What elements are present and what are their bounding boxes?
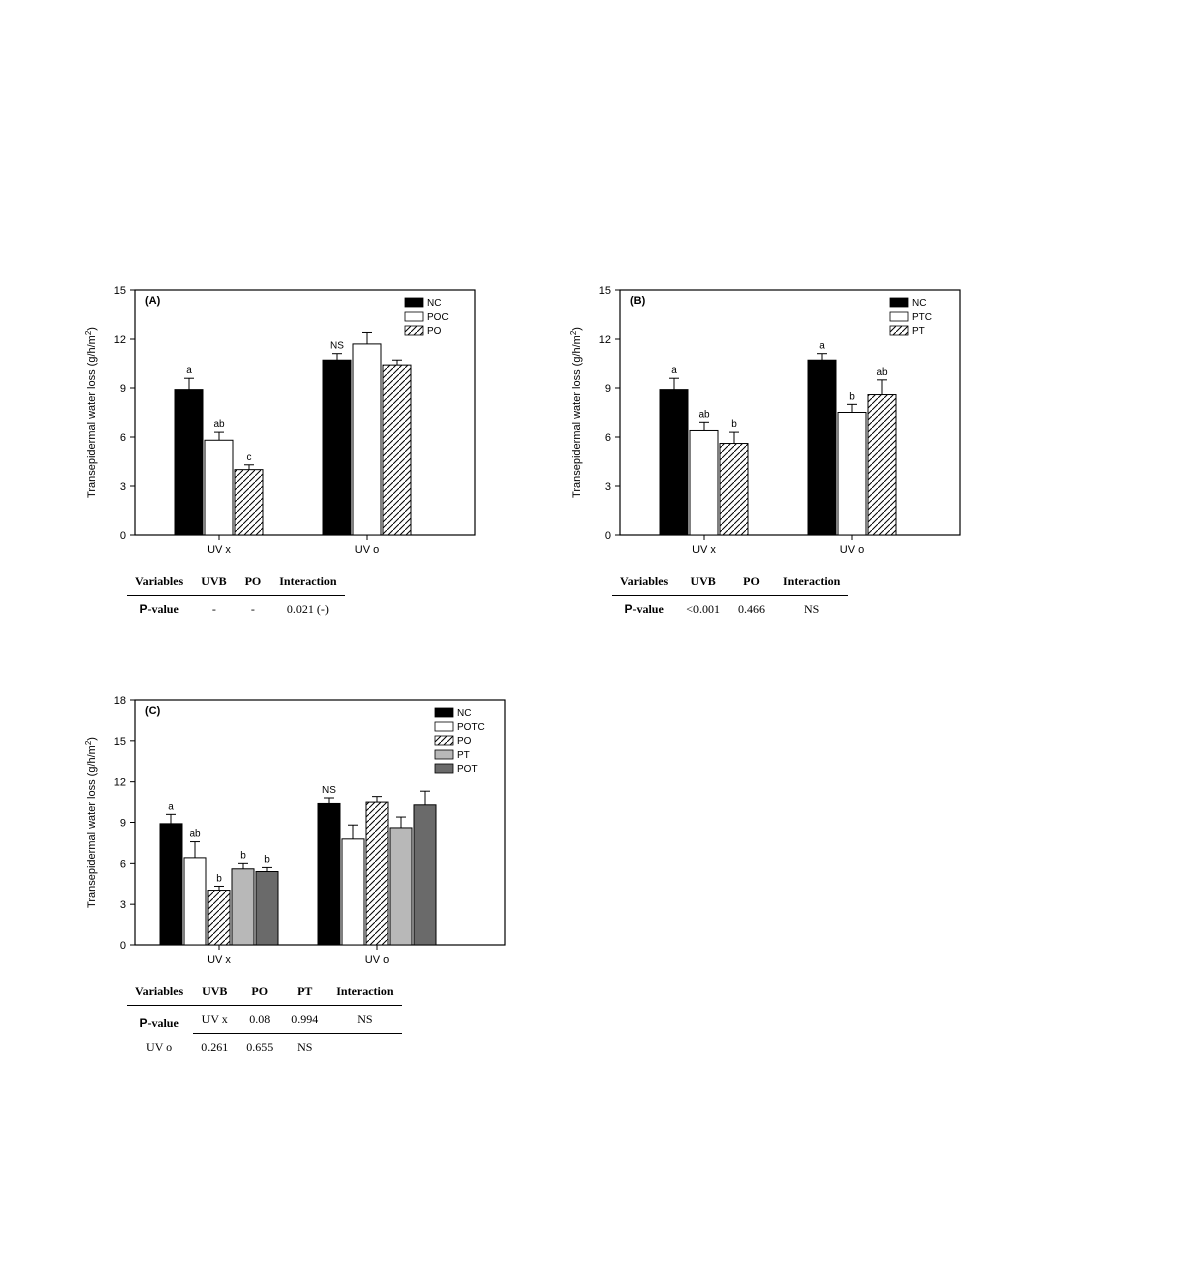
- svg-text:3: 3: [605, 481, 611, 493]
- svg-text:b: b: [240, 850, 246, 861]
- svg-text:PO: PO: [427, 326, 442, 337]
- svg-text:3: 3: [120, 899, 126, 911]
- svg-text:ab: ab: [189, 829, 201, 840]
- table-sublabel: UV x: [193, 1010, 236, 1029]
- svg-text:6: 6: [120, 432, 126, 444]
- table-cell: 0.021 (-): [271, 600, 344, 619]
- pvalue-label: P-value: [127, 600, 191, 619]
- svg-text:NS: NS: [322, 785, 336, 796]
- svg-text:15: 15: [114, 285, 126, 297]
- svg-text:(A): (A): [145, 295, 161, 307]
- table-cell: 0.994: [283, 1010, 326, 1029]
- svg-text:6: 6: [120, 858, 126, 870]
- svg-text:UV x: UV x: [207, 954, 231, 966]
- svg-text:(C): (C): [145, 705, 161, 717]
- svg-text:UV o: UV o: [365, 954, 389, 966]
- table-header: UVB: [193, 982, 236, 1001]
- svg-text:a: a: [168, 801, 174, 812]
- svg-text:6: 6: [605, 432, 611, 444]
- svg-text:18: 18: [114, 695, 126, 707]
- svg-text:POTC: POTC: [457, 722, 485, 733]
- svg-text:PTC: PTC: [912, 312, 932, 323]
- table-cell: NS: [775, 600, 848, 619]
- svg-text:UV x: UV x: [692, 544, 716, 556]
- svg-text:UV o: UV o: [840, 544, 864, 556]
- table-cell: 0.655: [238, 1038, 281, 1057]
- table-cell: 0.08: [238, 1010, 281, 1029]
- svg-text:ab: ab: [698, 409, 710, 420]
- svg-text:12: 12: [114, 334, 126, 346]
- svg-text:NS: NS: [330, 341, 344, 352]
- stats-table-c: VariablesUVBPOPTInteractionP-valueUV x0.…: [125, 980, 404, 1059]
- svg-text:NC: NC: [427, 298, 441, 309]
- table-cell: -: [237, 600, 270, 619]
- svg-text:a: a: [671, 365, 677, 376]
- table-header: UVB: [678, 572, 728, 591]
- svg-text:Transepidermal water loss (g/h: Transepidermal water loss (g/h/m2): [569, 327, 583, 498]
- svg-text:12: 12: [114, 777, 126, 789]
- svg-text:ab: ab: [876, 367, 888, 378]
- chart-panel-c: 0 3 6 9 12 15 18 Transepidermal water loss (g/h…: [80, 690, 515, 975]
- svg-text:NC: NC: [457, 708, 471, 719]
- svg-text:a: a: [819, 341, 825, 352]
- svg-text:0: 0: [120, 530, 126, 542]
- svg-text:3: 3: [120, 481, 126, 493]
- table-cell: 0.261: [193, 1038, 236, 1057]
- table-header: Interaction: [271, 572, 344, 591]
- svg-text:15: 15: [114, 736, 126, 748]
- chart-panel-b: 0 3 6 9 12 15 Transepidermal water loss (g/h/m…: [565, 280, 970, 565]
- stats-table-a: VariablesUVBPOInteractionP-value--0.021 …: [125, 570, 347, 621]
- svg-text:b: b: [849, 391, 855, 402]
- svg-text:b: b: [731, 419, 737, 430]
- table-header: PO: [237, 572, 270, 591]
- svg-text:b: b: [264, 854, 270, 865]
- svg-text:(B): (B): [630, 295, 646, 307]
- table-header: Variables: [127, 572, 191, 591]
- svg-text:POC: POC: [427, 312, 449, 323]
- stats-table-b: VariablesUVBPOInteraction P-value<0.0010.…: [610, 570, 850, 621]
- table-header: PO: [730, 572, 773, 591]
- table-header: Interaction: [775, 572, 848, 591]
- pvalue-label: P-value: [612, 600, 676, 619]
- svg-text:PT: PT: [457, 750, 470, 761]
- svg-text:12: 12: [599, 334, 611, 346]
- svg-text:NC: NC: [912, 298, 926, 309]
- svg-text:9: 9: [605, 383, 611, 395]
- table-header: Variables: [612, 572, 676, 591]
- svg-text:15: 15: [599, 285, 611, 297]
- svg-text:c: c: [247, 452, 252, 463]
- svg-text:PT: PT: [912, 326, 925, 337]
- svg-text:Transepidermal water loss (g/h: Transepidermal water loss (g/h/m2): [84, 737, 98, 908]
- chart-panel-a: 0 3 6 9 12 15 Transepidermal water loss (g/h/m…: [80, 280, 485, 565]
- svg-text:0: 0: [120, 940, 126, 952]
- table-header: PO: [238, 982, 281, 1001]
- svg-text:a: a: [186, 365, 192, 376]
- svg-text:UV o: UV o: [355, 544, 379, 556]
- table-cell: -: [193, 600, 234, 619]
- table-cell: <0.001: [678, 600, 728, 619]
- svg-text:UV x: UV x: [207, 544, 231, 556]
- table-header: Interaction: [328, 982, 401, 1001]
- svg-text:0: 0: [605, 530, 611, 542]
- table-header: UVB: [193, 572, 234, 591]
- table-sublabel: UV o: [127, 1038, 191, 1057]
- svg-text:Transepidermal water loss (g/h: Transepidermal water loss (g/h/m2): [84, 327, 98, 498]
- svg-text:b: b: [216, 873, 222, 884]
- svg-text:9: 9: [120, 383, 126, 395]
- table-cell: 0.466: [730, 600, 773, 619]
- table-header: Variables: [127, 982, 191, 1001]
- pvalue-label: P-value: [127, 1010, 191, 1036]
- svg-text:PO: PO: [457, 736, 472, 747]
- svg-text:9: 9: [120, 818, 126, 830]
- table-cell: NS: [328, 1010, 401, 1029]
- svg-text:ab: ab: [213, 419, 225, 430]
- svg-text:POT: POT: [457, 764, 478, 775]
- table-header: PT: [283, 982, 326, 1001]
- table-cell: NS: [283, 1038, 326, 1057]
